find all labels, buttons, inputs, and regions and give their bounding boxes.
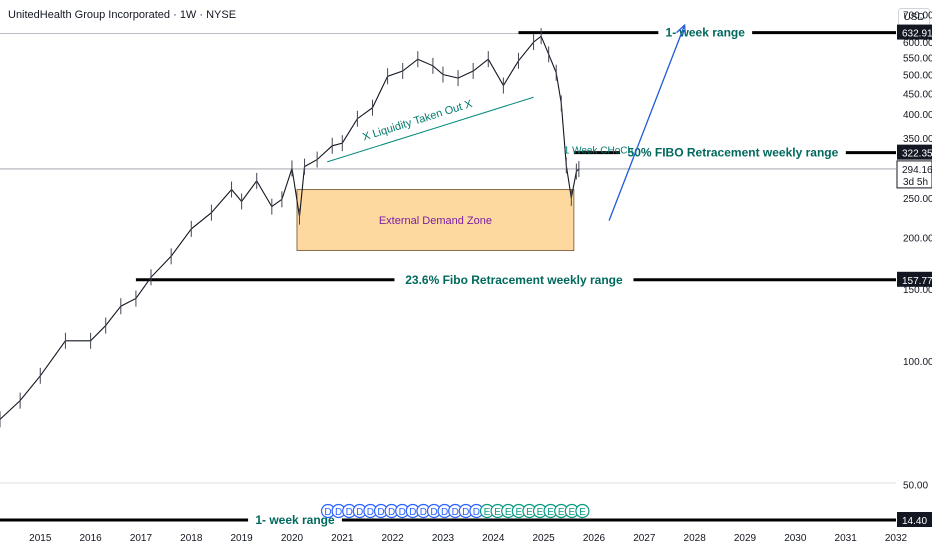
- zone-layer: External Demand Zone: [296, 189, 575, 251]
- event-marker-text-D: D: [356, 507, 363, 518]
- y-tick-label-6: 400.00: [903, 110, 932, 121]
- event-marker-text-D: D: [335, 507, 342, 518]
- x-tick-label-2019: 2019: [230, 533, 253, 544]
- demand-zone-box: [296, 189, 575, 251]
- event-marker-text-D: D: [367, 507, 374, 518]
- x-tick-label-2029: 2029: [734, 533, 757, 544]
- projection-arrow-head: [676, 23, 687, 37]
- event-marker-text-D: D: [420, 507, 427, 518]
- level-label-2: 23.6% Fibo Retracement weekly range: [405, 273, 623, 287]
- event-marker-text-D: D: [388, 507, 395, 518]
- y-tick-label-7: 350.00: [903, 134, 932, 145]
- event-marker-E[interactable]: [575, 503, 590, 519]
- price-tag-text-2: 157.77: [902, 276, 932, 287]
- event-marker-text-D: D: [462, 507, 469, 518]
- x-tick-label-2023: 2023: [432, 533, 455, 544]
- liquidity-trendline: [327, 96, 534, 163]
- current-price-countdown: 3d 5h: [903, 177, 928, 188]
- level-label-3: 1- week range: [255, 513, 335, 527]
- x-tick-label-2015: 2015: [29, 533, 52, 544]
- event-marker-text-E: E: [547, 507, 554, 518]
- y-tick-label-2: 600.00: [903, 38, 932, 49]
- x-tick-label-2027: 2027: [633, 533, 656, 544]
- price-tag-3: [897, 512, 932, 527]
- level-label-1: 50% FIBO Retracement weekly range: [628, 146, 839, 160]
- level-label-bg-1: [620, 144, 846, 160]
- x-tick-label-2025: 2025: [533, 533, 556, 544]
- price-tag-text-0: 632.91: [902, 29, 932, 40]
- event-marker-text-D: D: [473, 507, 480, 518]
- choch-label: 1 Week CHoCh: [564, 146, 633, 157]
- event-marker-text-D: D: [324, 507, 331, 518]
- y-tick-label-9: 250.00: [903, 194, 932, 205]
- level-label-bg-3: [248, 512, 342, 527]
- x-tick-label-2026: 2026: [583, 533, 606, 544]
- x-tick-label-2031: 2031: [835, 533, 858, 544]
- chart-title: UnitedHealth Group Incorporated · 1W · N…: [8, 9, 237, 21]
- x-tick-label-2030: 2030: [784, 533, 807, 544]
- y-tick-label-12: 100.00: [903, 357, 932, 368]
- x-tick-label-2016: 2016: [79, 533, 102, 544]
- x-tick-label-2028: 2028: [684, 533, 707, 544]
- event-marker-text-E: E: [568, 507, 575, 518]
- price-tag-text-1: 322.35: [902, 149, 932, 160]
- event-marker-text-D: D: [452, 507, 459, 518]
- y-tick-label-0: 700.00: [903, 11, 932, 22]
- axes-layer: 700.00650.00600.00550.00500.00450.00400.…: [29, 11, 932, 544]
- event-marker-text-E: E: [579, 507, 586, 518]
- x-tick-label-2021: 2021: [331, 533, 354, 544]
- y-tick-label-5: 450.00: [903, 89, 932, 100]
- y-tick-label-11: 150.00: [903, 285, 932, 296]
- event-marker-text-E: E: [494, 507, 501, 518]
- price-line: [0, 35, 580, 420]
- demand-zone-label: External Demand Zone: [379, 215, 492, 227]
- x-tick-label-2017: 2017: [130, 533, 153, 544]
- event-marker-text-E: E: [505, 507, 512, 518]
- price-tag-1: [897, 144, 932, 160]
- event-marker-text-E: E: [484, 507, 491, 518]
- x-tick-label-2018: 2018: [180, 533, 203, 544]
- event-marker-text-D: D: [430, 507, 437, 518]
- x-tick-label-2024: 2024: [482, 533, 505, 544]
- x-tick-label-2020: 2020: [281, 533, 304, 544]
- event-marker-text-E: E: [515, 507, 522, 518]
- x-tick-label-2022: 2022: [382, 533, 405, 544]
- event-marker-text-D: D: [346, 507, 353, 518]
- projection-arrow-line: [608, 24, 686, 221]
- y-tick-label-13: 50.00: [903, 480, 928, 491]
- price-tag-0: [897, 24, 932, 40]
- event-marker-text-E: E: [558, 507, 565, 518]
- series-layer: [0, 28, 580, 428]
- price-tag-text-3: 14.40: [902, 516, 927, 527]
- y-tick-label-4: 500.00: [903, 71, 932, 82]
- current-price-text: 294.16: [902, 165, 932, 176]
- level-label-bg-2: [394, 271, 634, 287]
- event-marker-text-D: D: [399, 507, 406, 518]
- event-marker-text-D: D: [441, 507, 448, 518]
- y-tick-label-10: 200.00: [903, 234, 932, 245]
- x-tick-label-2032: 2032: [885, 533, 908, 544]
- event-marker-text-D: D: [409, 507, 416, 518]
- event-marker-text-E: E: [526, 507, 533, 518]
- y-tick-label-3: 550.00: [903, 54, 932, 65]
- event-marker-text-D: D: [377, 507, 384, 518]
- gridlines: [0, 33, 896, 484]
- current-price-tag: [896, 160, 932, 189]
- levels-layer: 1- week range 50% FIBO Retracement weekly…: [0, 24, 896, 527]
- price-tag-2: [897, 271, 932, 287]
- event-marker-text-E: E: [537, 507, 544, 518]
